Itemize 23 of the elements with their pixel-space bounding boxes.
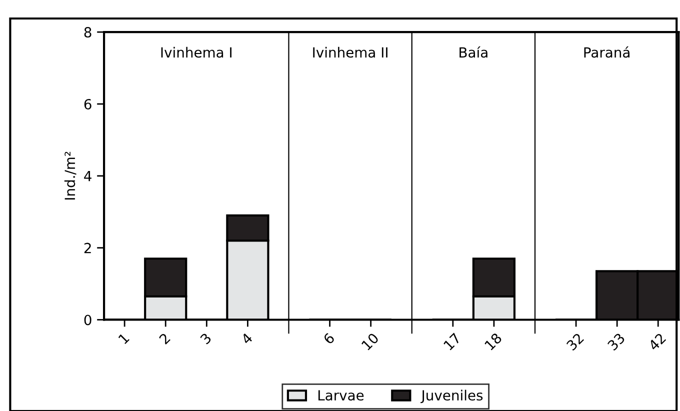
- annotation: Ivinhema II: [313, 46, 388, 58]
- x-tick-label: 4: [240, 332, 253, 345]
- x-tick-label: 2: [158, 332, 170, 345]
- y-tick-label: 2: [84, 242, 91, 254]
- x-tick-label: 17: [443, 332, 462, 350]
- x-tick-label: 32: [566, 332, 584, 351]
- y-axis-title: Ind./m²: [64, 152, 76, 200]
- y-tick-label: 4: [84, 171, 92, 182]
- x-tick-label: 1: [118, 332, 130, 344]
- annotation: Ivinhema I: [161, 46, 232, 58]
- legend-label: Larvae: [318, 390, 364, 401]
- legend-label: Juveniles: [420, 390, 483, 404]
- annotation: Baía: [460, 46, 488, 58]
- y-tick-label: 6: [84, 98, 92, 110]
- annotation: Paraná: [584, 46, 630, 58]
- y-tick-label: 0: [84, 314, 92, 326]
- x-tick-label: 33: [606, 332, 626, 351]
- y-tick-label: 8: [84, 27, 92, 38]
- x-tick-label: 6: [322, 332, 336, 345]
- x-tick-label: 42: [648, 332, 666, 352]
- x-tick-label: 3: [200, 332, 212, 345]
- x-tick-label: 10: [361, 332, 380, 351]
- x-tick-label: 18: [484, 332, 502, 351]
